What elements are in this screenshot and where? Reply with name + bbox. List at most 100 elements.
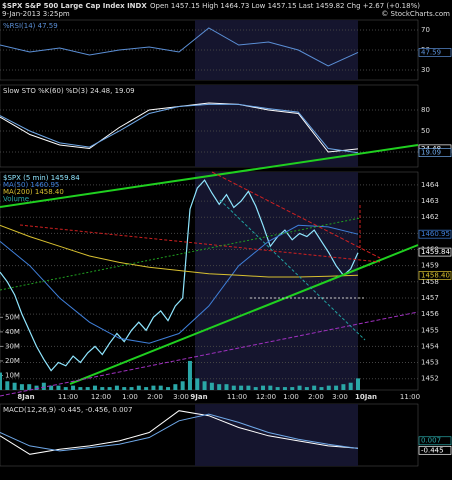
y-tick-label: 70 bbox=[421, 26, 430, 34]
end-label: 1459.84 bbox=[421, 248, 450, 256]
volume-bar bbox=[341, 384, 346, 390]
volume-bar bbox=[334, 385, 339, 390]
volume-bar bbox=[136, 385, 141, 390]
panel-title: Slow STO %K(60) %D(3) 24.48, 19.09 bbox=[3, 87, 135, 95]
volume-bar bbox=[34, 385, 39, 390]
y2-tick-label: 40M bbox=[5, 328, 20, 336]
header-date: 9-Jan-2013 3:25pm bbox=[2, 10, 70, 18]
end-label-box bbox=[418, 445, 452, 455]
x-tick-label: 11:00 bbox=[227, 393, 247, 401]
volume-bar bbox=[180, 381, 185, 390]
volume-bar bbox=[107, 387, 112, 390]
legend-entry: Volume bbox=[3, 195, 29, 203]
legend-entry: MA(50) 1460.95 bbox=[3, 181, 59, 189]
session-shade bbox=[195, 172, 358, 390]
volume-bar bbox=[173, 384, 178, 390]
volume-bar bbox=[63, 387, 68, 390]
end-label-box bbox=[418, 229, 452, 239]
y-tick-label: 1462 bbox=[421, 213, 439, 221]
volume-bar bbox=[348, 382, 353, 390]
legend-entry: %RSI(14) 47.59 bbox=[3, 22, 58, 30]
volume-bar bbox=[19, 384, 24, 390]
y-tick-label: 1455 bbox=[421, 326, 439, 334]
y2-tick-label: 10M bbox=[5, 371, 20, 379]
volume-bar bbox=[261, 385, 266, 390]
x-tick-label: 1:00 bbox=[122, 393, 138, 401]
volume-bar bbox=[253, 387, 258, 390]
end-label: 19.09 bbox=[421, 149, 441, 157]
volume-bar bbox=[319, 387, 324, 390]
volume-bar bbox=[304, 387, 309, 390]
y-tick-label: 80 bbox=[421, 106, 430, 114]
volume-bar bbox=[5, 381, 10, 390]
x-tick-label: 1:00 bbox=[283, 393, 299, 401]
volume-bar bbox=[195, 378, 200, 390]
line-series bbox=[0, 224, 359, 344]
volume-bar bbox=[27, 384, 32, 390]
volume-bar bbox=[41, 382, 46, 390]
volume-bar bbox=[312, 385, 317, 390]
y2-tick-label: 20M bbox=[5, 357, 20, 365]
end-label: 1460.95 bbox=[421, 230, 450, 238]
source: © StockCharts.com bbox=[381, 10, 450, 18]
end-label: 47.59 bbox=[421, 48, 441, 56]
end-label-box bbox=[418, 247, 452, 257]
volume-bar bbox=[85, 387, 90, 390]
volume-bar bbox=[49, 385, 54, 390]
volume-bar bbox=[166, 387, 171, 390]
volume-bar bbox=[187, 360, 192, 390]
y-tick-label: 1463 bbox=[421, 197, 439, 205]
volume-bar bbox=[144, 387, 149, 390]
y-tick-label: 1454 bbox=[421, 342, 439, 350]
x-tick-label: 11:00 bbox=[400, 393, 420, 401]
volume-bar bbox=[71, 385, 76, 390]
legend-entry: $SPX (5 min) 1459.84 bbox=[3, 174, 80, 182]
volume-bar bbox=[231, 385, 236, 390]
line-series bbox=[0, 103, 359, 154]
session-shade bbox=[195, 85, 358, 167]
x-tick-label: 3:00 bbox=[332, 393, 348, 401]
x-tick-label: 11:00 bbox=[58, 393, 78, 401]
line-series bbox=[0, 410, 359, 455]
x-tick-label: 2:00 bbox=[308, 393, 324, 401]
y-tick-label: 1452 bbox=[421, 375, 439, 383]
y-tick-label: 50 bbox=[421, 127, 430, 135]
x-tick-label: 8Jan bbox=[17, 393, 34, 401]
y-tick-label: 1464 bbox=[421, 181, 439, 189]
line-series bbox=[0, 179, 359, 372]
header-title: $SPX S&P 500 Large Cap Index INDX bbox=[2, 2, 147, 10]
volume-bar bbox=[100, 387, 105, 390]
end-label-box bbox=[418, 436, 452, 446]
volume-bar bbox=[0, 372, 2, 390]
end-label-box bbox=[418, 270, 452, 280]
end-label: -0.445 bbox=[421, 446, 444, 454]
volume-bar bbox=[202, 381, 207, 390]
end-label-box bbox=[418, 148, 452, 158]
y-tick-label: 1456 bbox=[421, 310, 439, 318]
y-tick-label: 1459 bbox=[421, 262, 439, 270]
volume-bar bbox=[158, 385, 163, 390]
volume-bar bbox=[297, 385, 302, 390]
session-shade bbox=[195, 404, 358, 466]
end-label-box bbox=[418, 48, 452, 57]
volume-bar bbox=[275, 387, 280, 390]
panel-title: MACD(12,26,9) -0.445, -0.456, 0.007 bbox=[3, 406, 132, 414]
x-tick-label: 12:00 bbox=[256, 393, 276, 401]
volume-bar bbox=[268, 385, 273, 390]
x-tick-label: 9Jan bbox=[190, 393, 207, 401]
volume-bar bbox=[151, 385, 156, 390]
line-series bbox=[0, 413, 359, 452]
line-series bbox=[0, 224, 359, 278]
y-tick-label: 1458 bbox=[421, 278, 439, 286]
volume-bar bbox=[114, 385, 119, 390]
y-tick-label: 1457 bbox=[421, 294, 439, 302]
volume-bar bbox=[209, 382, 214, 390]
volume-bar bbox=[326, 385, 331, 390]
volume-bar bbox=[217, 384, 222, 390]
line-series bbox=[0, 27, 359, 67]
volume-bar bbox=[12, 382, 17, 390]
x-tick-label: 10Jan bbox=[355, 393, 377, 401]
legend-entry: MA(200) 1458.40 bbox=[3, 188, 64, 196]
volume-bar bbox=[246, 385, 251, 390]
y-tick-label: 1453 bbox=[421, 359, 439, 367]
